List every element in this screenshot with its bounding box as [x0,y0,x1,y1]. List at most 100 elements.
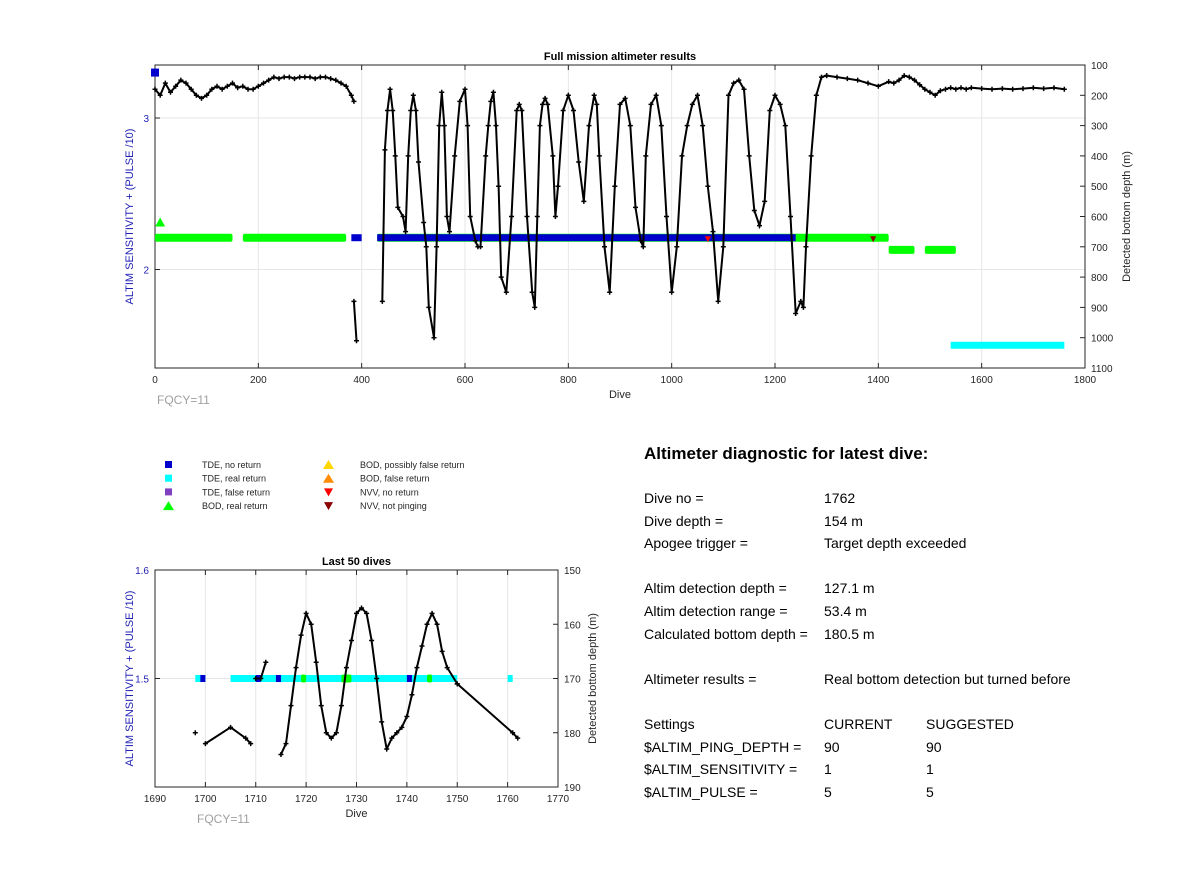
depth-point [382,147,388,153]
status-band-bod [427,674,433,683]
depth-point [591,92,597,98]
detection-range-value: 53.4 m [824,602,867,619]
depth-point [286,74,292,80]
depth-line [381,74,827,338]
y-axis-label: ALTIM SENSITIVITY + (PULSE /10) [124,129,136,305]
depth-point [338,703,344,709]
depth-point [664,214,669,219]
depth-point [297,74,303,80]
bod-marker [155,217,166,227]
depth-point [419,643,425,649]
depth-point [224,83,230,89]
depth-point [855,77,861,83]
depth-point [323,74,328,80]
depth-point [953,86,959,92]
status-band-bod [155,233,233,242]
depth-point [594,101,600,107]
x-tick-label: 1730 [345,794,368,805]
depth-point [403,229,409,235]
detection-depth-value: 127.1 m [824,580,875,597]
depth-point [467,214,473,219]
depth-point [351,298,357,304]
depth-point [219,86,225,92]
depth-point [283,741,289,747]
depth-point [524,214,530,219]
depth-point [516,101,522,107]
depth-point [943,86,948,92]
y-right-tick-label: 180 [564,729,581,740]
depth-point [565,92,571,98]
depth-point [413,107,419,113]
y-right-tick-label: 500 [1091,182,1108,193]
detection-depth-label: Altim detection depth = [644,580,787,597]
depth-point [555,183,561,189]
depth-point [532,304,538,310]
x-tick-label: 1770 [547,794,570,805]
depth-point [214,83,220,89]
x-tick-label: 1400 [867,375,890,386]
depth-point [700,123,706,129]
suggested-header: SUGGESTED [926,715,1014,732]
depth-point [209,86,215,92]
legend-item: BOD, possibly false return [323,460,465,470]
depth-point [472,238,478,244]
depth-point [813,92,819,98]
depth-point [1051,85,1057,91]
chart-title: Full mission altimeter results [544,51,696,63]
depth-point [917,82,923,88]
depth-point [498,274,504,280]
depth-point [405,153,411,159]
legend-square-marker [165,461,172,468]
legend-square-marker [165,488,172,496]
depth-point [552,214,558,219]
status-band-tde [377,234,796,242]
depth-point [509,214,514,219]
depth-point [534,214,540,219]
depth-point [979,86,985,92]
depth-point [927,89,933,95]
depth-point [188,86,194,92]
depth-point [901,73,907,79]
results-value: Real bottom detection but turned before [824,670,1071,687]
depth-point [183,80,189,86]
status-band-tde [230,675,276,682]
depth-point [519,107,525,113]
depth-point [385,107,390,113]
depth-point [896,77,902,83]
depth-point [640,244,646,250]
y-tick-label: 3 [143,114,149,125]
depth-point [710,229,716,235]
depth-point [303,610,309,616]
depth-point [602,244,607,250]
depth-point [323,730,329,736]
depth-point [510,730,516,736]
depth-point [612,183,618,189]
dive-depth-value: 154 m [824,512,863,529]
depth-point [800,304,806,310]
depth-point [731,80,737,86]
depth-point [162,80,168,86]
depth-line [826,74,1065,97]
depth-point [434,621,440,627]
depth-point [193,92,199,98]
depth-point [395,204,401,210]
depth-point [762,198,768,204]
full-mission-chart: 0 200 400 600 800 1000 1200 1400 1600 1800 2 3 100 20… [124,51,1133,407]
ping-depth-label: $ALTIM_PING_DEPTH = [644,738,802,755]
pulse-current: 5 [824,783,832,800]
legend-triangle-down-marker [324,502,333,511]
depth-point [387,86,393,92]
depth-point [374,676,380,681]
depth-point [243,735,249,741]
y-right-tick-label: 400 [1091,152,1108,163]
fqcy-annotation: FQCY=11 [157,393,210,407]
depth-point [173,83,179,89]
depth-point [452,153,458,159]
detection-range-row: Altim detection range = 53.4 m [644,603,1184,626]
depth-point [454,681,460,687]
y-right-tick-label: 800 [1091,273,1108,284]
depth-point [493,123,499,129]
legend-item: TDE, real return [165,474,266,484]
depth-point [638,238,644,244]
